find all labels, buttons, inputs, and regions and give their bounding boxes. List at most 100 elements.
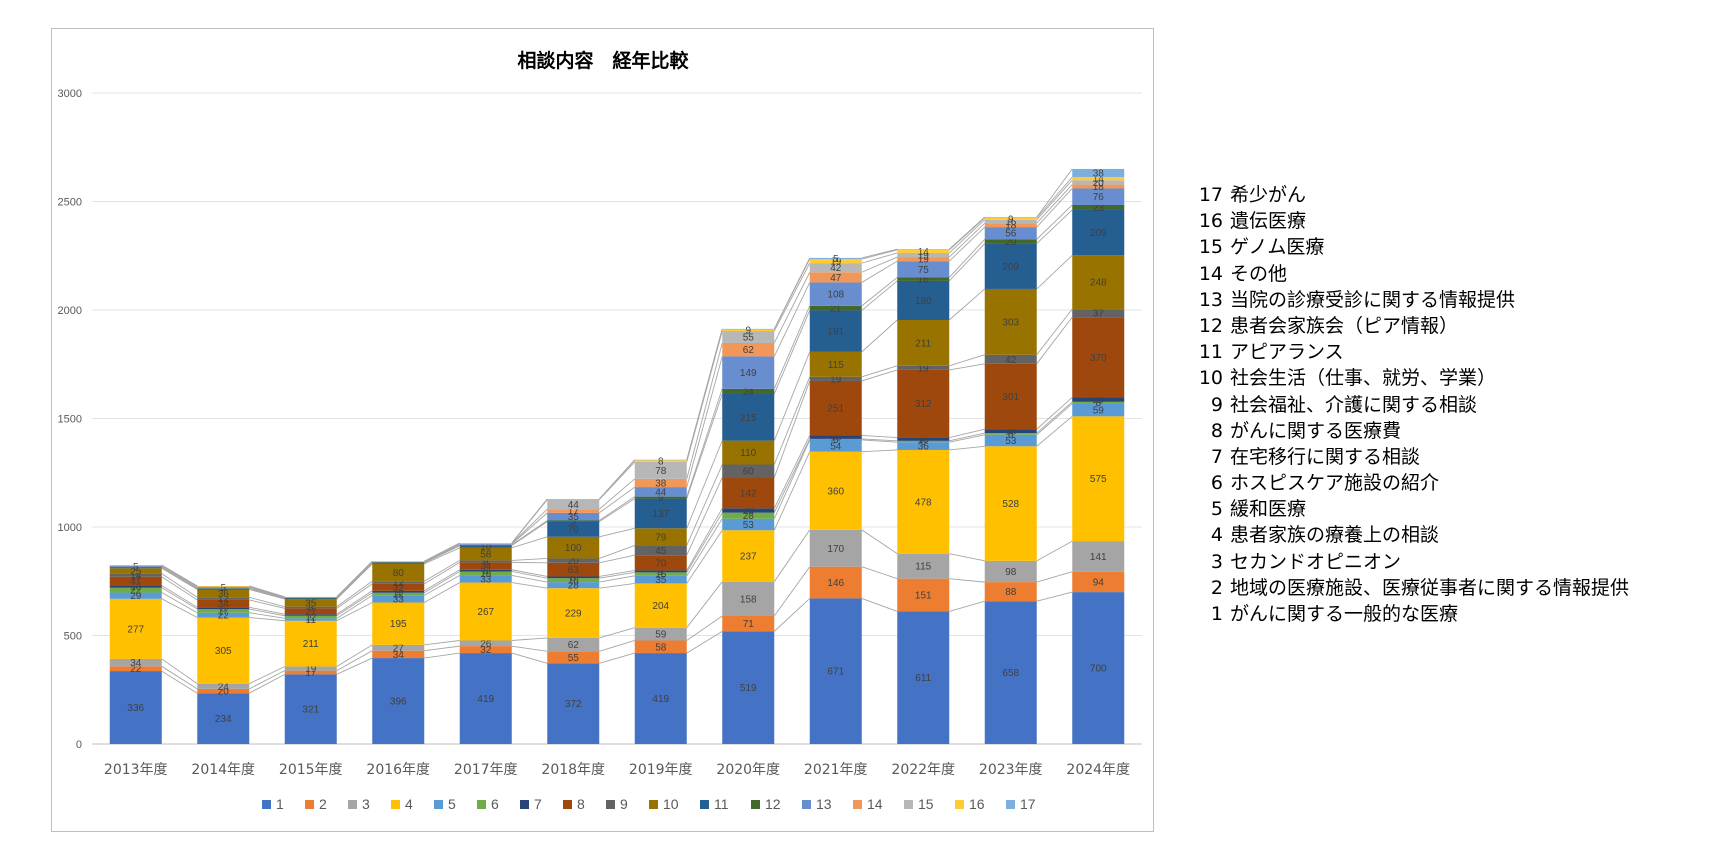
series-line bbox=[949, 428, 985, 439]
series-line bbox=[948, 217, 986, 251]
data-label: 76 bbox=[1093, 192, 1105, 203]
bar-segment bbox=[372, 592, 425, 596]
y-tick-label: 0 bbox=[76, 739, 82, 751]
bar-segment bbox=[284, 666, 337, 671]
bar-segment bbox=[984, 429, 1037, 434]
bar-segment bbox=[1072, 541, 1125, 572]
series-line bbox=[1036, 316, 1073, 365]
bar-segment bbox=[634, 653, 687, 744]
side-legend-label: 遺伝医療 bbox=[1230, 210, 1307, 233]
side-legend-number: 11 bbox=[1198, 341, 1223, 364]
series-line bbox=[249, 586, 285, 598]
series-line bbox=[249, 617, 285, 622]
data-label: 9 bbox=[395, 587, 401, 598]
side-legend-number: 5 bbox=[1210, 498, 1223, 521]
data-label: 44 bbox=[568, 500, 580, 511]
data-label: 110 bbox=[740, 448, 756, 459]
series-line bbox=[948, 226, 986, 262]
bar-segment bbox=[372, 563, 425, 564]
series-line bbox=[948, 222, 986, 258]
series-line bbox=[686, 630, 723, 654]
series-line bbox=[598, 459, 636, 500]
side-legend-item: 7 在宅移行に関する相談 bbox=[1193, 444, 1629, 470]
series-line bbox=[686, 512, 723, 573]
bar-segment bbox=[1072, 397, 1125, 402]
bar-segment bbox=[197, 586, 250, 588]
data-label: 38 bbox=[1093, 169, 1105, 180]
series-line bbox=[686, 356, 723, 488]
bar-segment bbox=[1072, 416, 1125, 542]
series-line bbox=[773, 305, 811, 389]
series-line bbox=[424, 652, 460, 659]
data-label: 251 bbox=[827, 404, 844, 415]
data-label: 20 bbox=[743, 506, 755, 517]
bar-segment bbox=[459, 575, 512, 583]
data-label: 20 bbox=[568, 556, 580, 567]
series-line bbox=[599, 652, 635, 664]
legend-swatch bbox=[348, 800, 357, 809]
side-legend-label: 当院の診療受診に関する情報提供 bbox=[1230, 288, 1516, 311]
series-line bbox=[861, 249, 898, 260]
series-line bbox=[424, 640, 460, 646]
series-line bbox=[598, 496, 636, 521]
series-line bbox=[861, 256, 898, 273]
series-line bbox=[686, 342, 723, 479]
bar-segment bbox=[897, 261, 950, 278]
x-tick-label: 2016年度 bbox=[366, 762, 430, 778]
bar-segment bbox=[547, 663, 600, 744]
bar-segment bbox=[984, 582, 1037, 602]
legend-label: 3 bbox=[362, 796, 370, 812]
data-label: 19 bbox=[918, 250, 930, 261]
chart-area: 相談内容 経年比較 0 500 1000 1500 2000 2500 3000 336 22 34… bbox=[51, 28, 1154, 832]
bar-segment bbox=[809, 263, 862, 273]
series-line bbox=[686, 328, 723, 460]
data-label: 312 bbox=[915, 399, 932, 410]
bar-segment bbox=[197, 599, 250, 608]
bar-segment bbox=[459, 543, 512, 544]
series-line bbox=[599, 527, 635, 538]
bar-segment bbox=[897, 440, 950, 443]
series-line bbox=[686, 393, 723, 499]
series-line bbox=[161, 567, 198, 590]
legend-label: 10 bbox=[663, 796, 679, 812]
data-label: 75 bbox=[918, 265, 930, 276]
x-tick-label: 2018年度 bbox=[541, 762, 605, 778]
bar-segment bbox=[897, 257, 950, 262]
series-line bbox=[161, 587, 198, 610]
data-label: 36 bbox=[918, 442, 930, 453]
bar-segment bbox=[372, 561, 425, 562]
series-line bbox=[511, 582, 548, 589]
bar-segment bbox=[809, 380, 862, 436]
bar-segment bbox=[897, 249, 950, 250]
side-legend-number: 2 bbox=[1210, 576, 1223, 599]
series-line bbox=[161, 565, 198, 588]
data-label: 59 bbox=[1093, 405, 1105, 416]
bar-segment bbox=[897, 365, 950, 370]
data-label: 9 bbox=[745, 326, 751, 337]
data-label: 8 bbox=[570, 573, 576, 584]
data-label: 35 bbox=[568, 512, 580, 523]
bar-segment bbox=[284, 606, 337, 609]
data-label: 32 bbox=[393, 583, 405, 594]
bar-segment bbox=[284, 618, 337, 621]
side-legend-label: 希少がん bbox=[1230, 184, 1307, 206]
series-line bbox=[249, 612, 285, 619]
data-label: 321 bbox=[302, 705, 319, 716]
series-line bbox=[1036, 209, 1073, 244]
data-label: 28 bbox=[743, 511, 755, 522]
series-line bbox=[773, 376, 811, 465]
data-label: 58 bbox=[655, 642, 667, 653]
data-label: 27 bbox=[305, 607, 317, 618]
bar-segment bbox=[1072, 592, 1125, 744]
data-label: 17 bbox=[305, 668, 317, 679]
bar-segment bbox=[722, 512, 775, 519]
data-label: 29 bbox=[130, 591, 142, 602]
bar-segment bbox=[634, 459, 687, 461]
bar-segment bbox=[1072, 180, 1125, 185]
bar-segment bbox=[722, 388, 775, 394]
data-label: 14 bbox=[130, 571, 142, 582]
series-line bbox=[686, 330, 723, 463]
data-label: 195 bbox=[390, 619, 407, 630]
bar-segment bbox=[984, 433, 1037, 435]
bar-segment bbox=[722, 464, 775, 478]
